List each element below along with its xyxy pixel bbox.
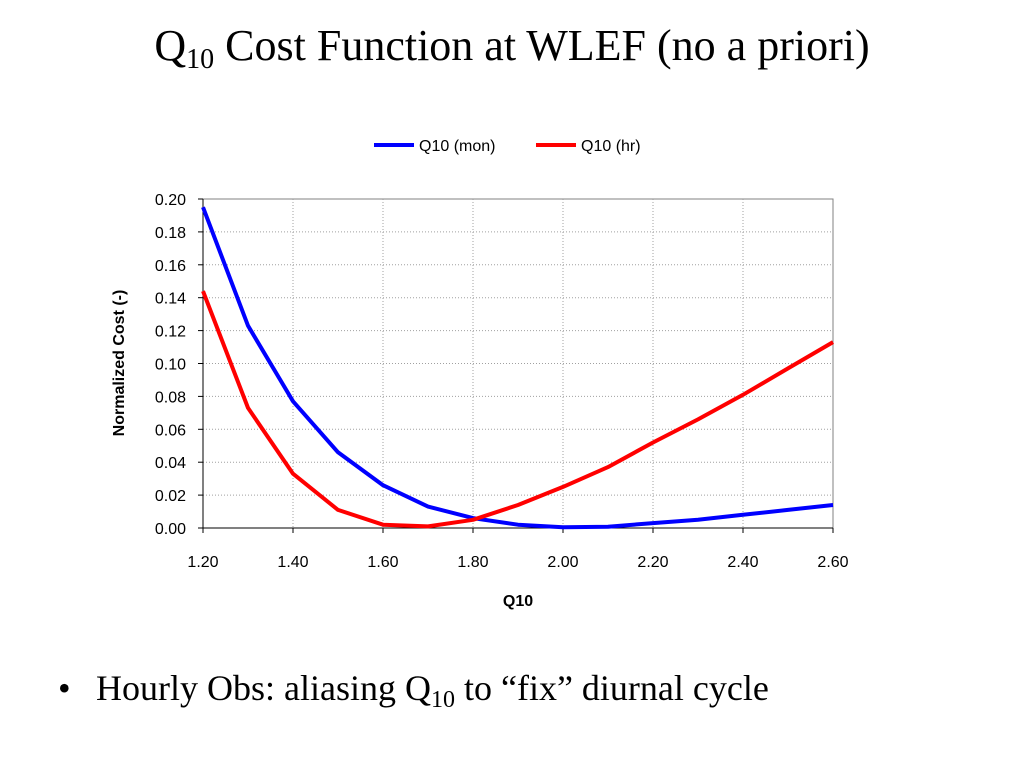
legend-label-hr: Q10 (hr) xyxy=(581,138,641,155)
x-tick-label: 2.60 xyxy=(817,554,848,571)
y-tick-label: 0.16 xyxy=(155,258,186,275)
title-subscript: 10 xyxy=(186,44,215,75)
x-tick-label: 2.40 xyxy=(727,554,758,571)
bullet-text-prefix: Hourly Obs: aliasing Q xyxy=(96,668,431,708)
x-tick-label: 1.40 xyxy=(277,554,308,571)
x-tick-label: 2.20 xyxy=(637,554,668,571)
gridlines xyxy=(203,199,833,528)
y-tick-label: 0.18 xyxy=(155,225,186,242)
y-tick-labels: 0.00 0.02 0.04 0.06 0.08 0.10 0.12 0.14 0.16 0.18… xyxy=(155,192,186,538)
series-line-mon xyxy=(201,206,834,530)
bullet-text-suffix: to “fix” diurnal cycle xyxy=(454,668,769,708)
y-tick-label: 0.02 xyxy=(155,488,186,505)
x-tick-label: 2.00 xyxy=(547,554,578,571)
x-axis-title: Q10 xyxy=(503,593,533,610)
x-tick-labels: 1.20 1.40 1.60 1.80 2.00 2.20 2.40 2.60 xyxy=(187,554,848,571)
y-tick-label: 0.08 xyxy=(155,389,186,406)
bullet-marker: • xyxy=(58,668,71,708)
y-axis-title: Normalized Cost (-) xyxy=(111,290,128,437)
chart-legend: Q10 (mon) Q10 (hr) xyxy=(374,138,641,155)
slide-title: Q10 Cost Function at WLEF (no a priori) xyxy=(0,18,1024,74)
axes xyxy=(198,198,834,533)
legend-label-mon: Q10 (mon) xyxy=(419,138,495,155)
series-line-hr xyxy=(201,290,835,529)
y-tick-label: 0.00 xyxy=(155,521,186,538)
x-tick-label: 1.20 xyxy=(187,554,218,571)
y-tick-label: 0.12 xyxy=(155,324,186,341)
series-lines xyxy=(201,206,835,530)
y-tick-label: 0.10 xyxy=(155,357,186,374)
y-tick-label: 0.04 xyxy=(155,455,186,472)
x-tick-label: 1.80 xyxy=(457,554,488,571)
y-tick-label: 0.06 xyxy=(155,422,186,439)
y-tick-label: 0.20 xyxy=(155,192,186,209)
title-prefix: Q xyxy=(154,21,187,70)
bullet-point: • Hourly Obs: aliasing Q10 to “fix” diurn… xyxy=(58,664,769,712)
y-tick-label: 0.14 xyxy=(155,291,186,308)
x-tick-label: 1.60 xyxy=(367,554,398,571)
title-suffix: Cost Function at WLEF (no a priori) xyxy=(214,21,870,70)
bullet-subscript: 10 xyxy=(430,687,455,713)
